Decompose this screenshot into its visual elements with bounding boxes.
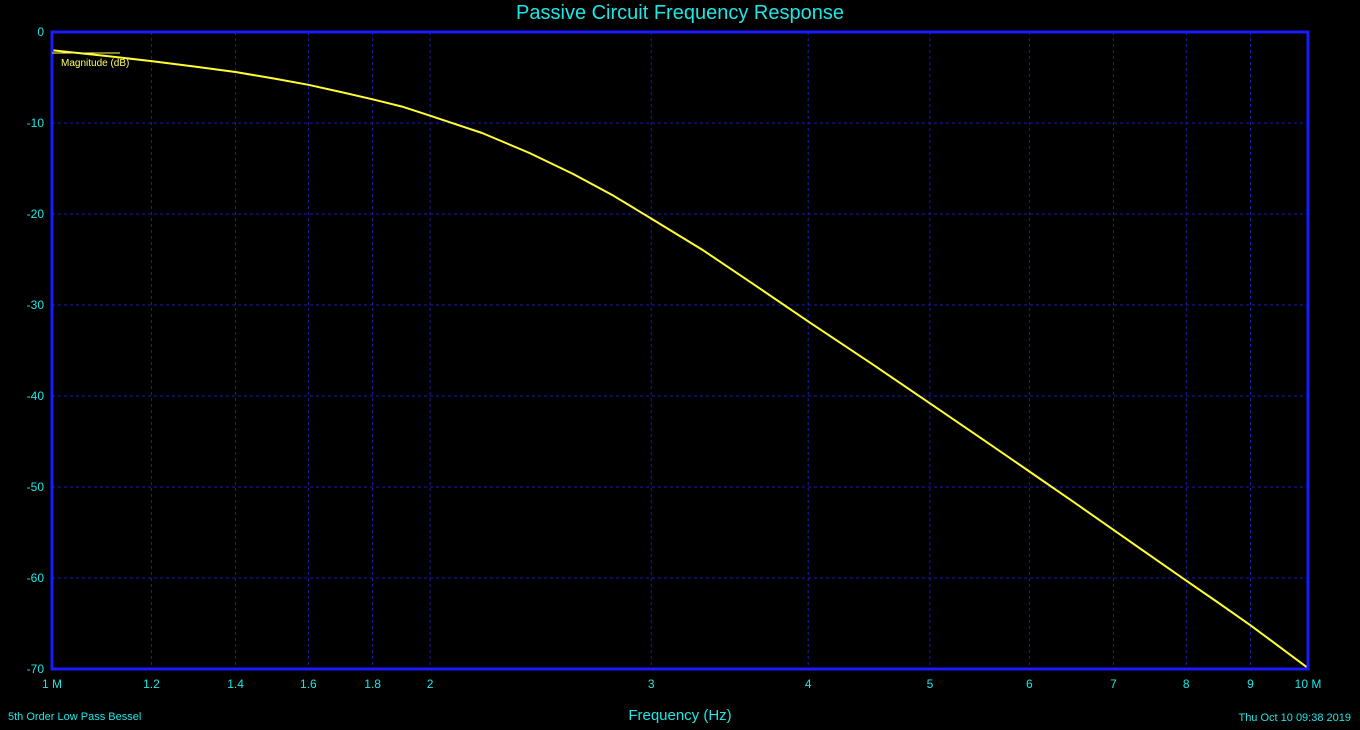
data-point bbox=[234, 71, 237, 73]
data-point bbox=[871, 363, 874, 366]
data-point bbox=[528, 152, 531, 154]
data-point bbox=[650, 217, 653, 220]
x-tick-label: 1.2 bbox=[143, 677, 160, 691]
y-tick-label: -30 bbox=[27, 298, 45, 312]
data-point bbox=[981, 438, 983, 440]
x-tick-label: 10 M bbox=[1295, 677, 1322, 691]
legend-label: Magnitude (dB) bbox=[61, 58, 129, 69]
y-tick-label: -70 bbox=[27, 662, 45, 676]
x-tick-label: 3 bbox=[648, 677, 655, 691]
data-point bbox=[481, 132, 483, 134]
x-tick-label: 6 bbox=[1026, 677, 1033, 691]
tick-labels: 1 M 1.2 1.4 1.6 1.8 2 3 4 5 6 7 8 9 10 M 0 -10 -20 -30 -40… bbox=[27, 25, 1322, 691]
data-point bbox=[702, 249, 705, 252]
chart-title: Passive Circuit Frequency Response bbox=[516, 2, 844, 24]
data-point bbox=[1072, 500, 1074, 503]
data-point bbox=[929, 402, 931, 405]
data-point bbox=[103, 54, 105, 57]
data-point bbox=[1150, 555, 1152, 557]
data-point bbox=[307, 84, 310, 86]
y-tick-label: -10 bbox=[27, 116, 45, 130]
x-tick-label: 7 bbox=[1110, 677, 1117, 691]
data-point bbox=[1249, 624, 1252, 627]
data-point bbox=[1185, 579, 1188, 582]
data-point bbox=[401, 105, 403, 108]
data-point bbox=[194, 65, 196, 68]
trace-layer bbox=[51, 49, 1309, 669]
data-point bbox=[572, 173, 574, 175]
x-tick-label: 4 bbox=[805, 677, 812, 691]
data-point bbox=[807, 320, 809, 323]
data-point bbox=[272, 77, 275, 80]
x-axis-label: Frequency (Hz) bbox=[628, 707, 731, 724]
data-point bbox=[429, 114, 431, 117]
data-point bbox=[150, 60, 153, 62]
y-tick-label: -40 bbox=[27, 389, 45, 403]
data-point bbox=[340, 91, 343, 93]
x-tick-label: 1.6 bbox=[300, 677, 317, 691]
y-tick-label: -50 bbox=[27, 480, 45, 494]
data-point bbox=[371, 98, 374, 101]
data-point bbox=[1218, 602, 1221, 605]
x-tick-label: 5 bbox=[927, 677, 934, 691]
timestamp: Thu Oct 10 09:38 2019 bbox=[1238, 712, 1351, 724]
x-tick-label: 1.8 bbox=[364, 677, 381, 691]
data-point bbox=[1112, 529, 1115, 531]
y-tick-label: 0 bbox=[37, 25, 44, 39]
y-tick-label: -20 bbox=[27, 207, 45, 221]
x-tick-label: 1.4 bbox=[227, 677, 244, 691]
data-point bbox=[612, 195, 615, 197]
plot-frame bbox=[50, 30, 1310, 671]
x-tick-label: 9 bbox=[1247, 677, 1254, 691]
y-tick-label: -60 bbox=[27, 571, 45, 585]
x-tick-label: 2 bbox=[427, 677, 434, 691]
x-tick-label: 8 bbox=[1183, 677, 1190, 691]
grid-lines bbox=[52, 32, 1308, 669]
data-point bbox=[1279, 646, 1281, 648]
data-point bbox=[749, 281, 752, 284]
x-tick-label: 1 M bbox=[42, 677, 62, 691]
data-point bbox=[1028, 470, 1031, 473]
chart-footnote: 5th Order Low Pass Bessel bbox=[8, 711, 141, 723]
